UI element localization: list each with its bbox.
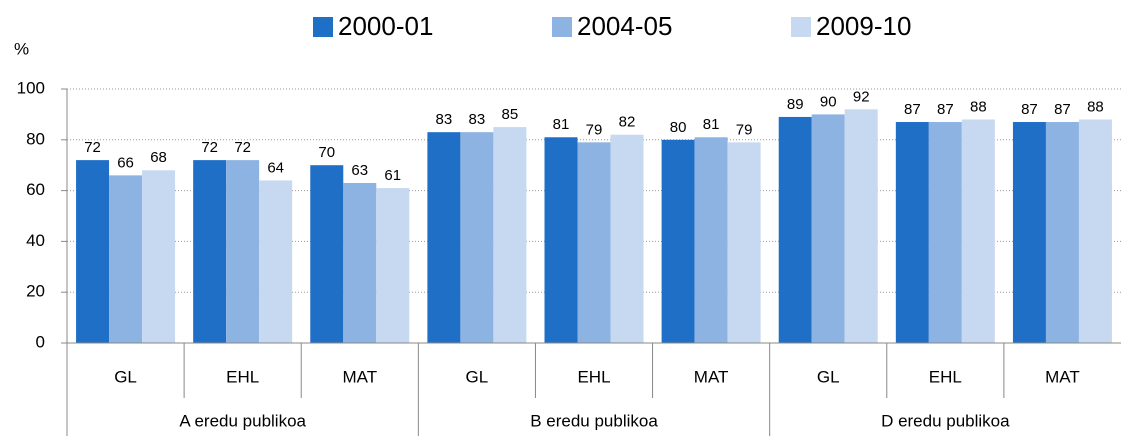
- value-label: 88: [970, 98, 987, 115]
- bar: [661, 139, 695, 343]
- bar: [811, 114, 845, 344]
- value-label: 72: [234, 139, 251, 156]
- x-tick-label: GL: [114, 367, 137, 386]
- value-label: 85: [502, 106, 519, 123]
- x-tick-label: EHL: [929, 367, 962, 386]
- bar: [895, 122, 929, 344]
- legend-label: 2000-01: [338, 11, 433, 41]
- y-tick-label: 0: [36, 332, 45, 351]
- bar: [493, 127, 527, 343]
- bar: [376, 188, 410, 343]
- x-tick-label: MAT: [694, 367, 729, 386]
- bar: [142, 170, 176, 343]
- bar: [193, 160, 227, 343]
- bar: [844, 109, 878, 343]
- value-label: 72: [84, 139, 101, 156]
- value-label: 88: [1087, 98, 1104, 115]
- bar: [1045, 122, 1079, 344]
- value-label: 79: [736, 121, 753, 138]
- legend-swatch: [791, 17, 811, 37]
- value-label: 87: [1054, 101, 1071, 118]
- bar: [610, 134, 644, 343]
- value-label: 70: [318, 144, 335, 161]
- x-tick-label: EHL: [226, 367, 259, 386]
- bar: [427, 132, 461, 343]
- bar: [226, 160, 260, 343]
- bar: [259, 180, 293, 343]
- y-tick-label: 60: [26, 180, 45, 199]
- bar: [928, 122, 962, 344]
- value-label: 66: [117, 154, 134, 171]
- y-tick-label: 80: [26, 129, 45, 148]
- bar: [76, 160, 110, 343]
- legend-label: 2004-05: [577, 11, 672, 41]
- bar: [1078, 119, 1112, 343]
- y-tick-label: 100: [17, 78, 45, 97]
- value-label: 63: [351, 162, 368, 179]
- x-tick-label: GL: [817, 367, 840, 386]
- value-label: 83: [436, 111, 453, 128]
- bar: [961, 119, 995, 343]
- value-label: 81: [553, 116, 570, 133]
- value-label: 79: [586, 121, 603, 138]
- bar: [460, 132, 494, 343]
- value-label: 89: [787, 96, 804, 113]
- x-tick-label: MAT: [1045, 367, 1080, 386]
- bar: [577, 142, 611, 343]
- value-label: 87: [937, 101, 954, 118]
- y-tick-label: 40: [26, 231, 45, 250]
- legend-swatch: [552, 17, 572, 37]
- group-label: A eredu publikoa: [179, 411, 306, 430]
- value-label: 72: [201, 139, 218, 156]
- bar: [694, 137, 728, 343]
- x-tick-label: MAT: [342, 367, 377, 386]
- value-label: 68: [150, 149, 167, 166]
- group-label: B eredu publikoa: [530, 411, 658, 430]
- bar: [778, 116, 812, 343]
- value-label: 61: [384, 167, 401, 184]
- bar: [109, 175, 143, 343]
- legend-swatch: [313, 17, 333, 37]
- bar: [544, 137, 578, 343]
- value-label: 64: [267, 159, 284, 176]
- value-label: 87: [1021, 101, 1038, 118]
- value-label: 81: [703, 116, 720, 133]
- y-tick-label: 20: [26, 282, 45, 301]
- y-axis-label: %: [14, 39, 29, 58]
- bar: [310, 165, 344, 343]
- value-label: 90: [820, 93, 837, 110]
- x-tick-label: EHL: [577, 367, 610, 386]
- value-label: 87: [904, 101, 921, 118]
- value-label: 82: [619, 114, 636, 131]
- bar: [343, 182, 377, 343]
- bar: [1012, 122, 1046, 344]
- legend-label: 2009-10: [816, 11, 911, 41]
- group-label: D eredu publikoa: [881, 411, 1010, 430]
- x-tick-label: GL: [466, 367, 489, 386]
- value-label: 80: [670, 119, 687, 136]
- value-label: 83: [469, 111, 486, 128]
- value-label: 92: [853, 88, 870, 105]
- bar: [727, 142, 761, 343]
